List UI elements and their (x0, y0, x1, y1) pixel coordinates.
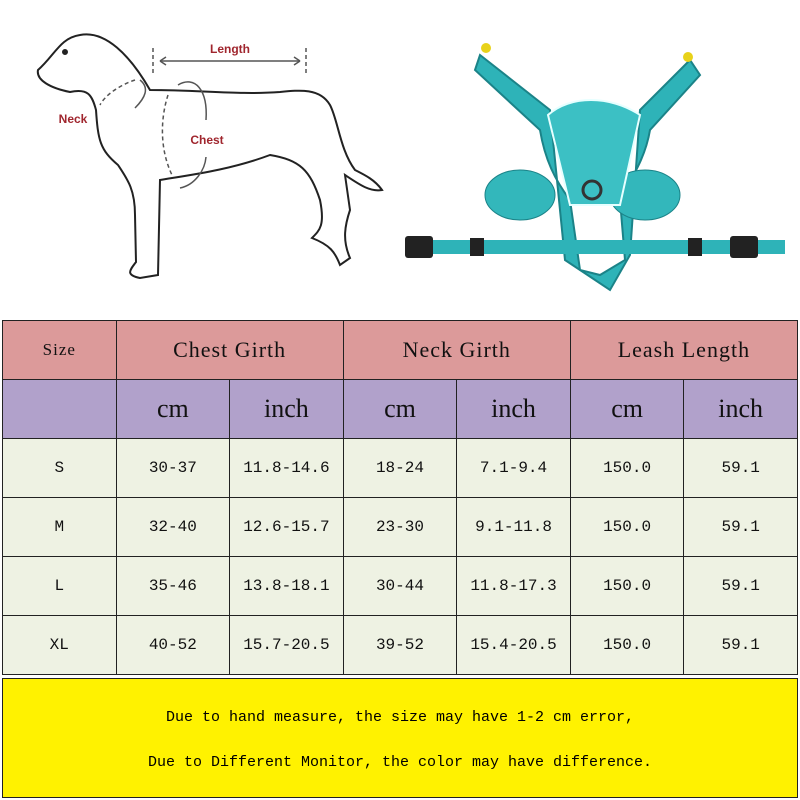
value-cell: 15.7-20.5 (229, 615, 344, 675)
value-cell: 11.8-14.6 (229, 438, 344, 498)
value-cell: 7.1-9.4 (456, 438, 571, 498)
value-cell: 150.0 (569, 556, 685, 616)
size-cell: S (2, 438, 117, 498)
unit-cell: cm (115, 379, 231, 439)
unit-cell: cm (342, 379, 458, 439)
header-size: Size (2, 320, 117, 380)
table-row: M 32-40 12.6-15.7 23-30 9.1-11.8 150.0 59.1 (2, 497, 798, 557)
unit-cell: inch (456, 379, 571, 439)
value-cell: 150.0 (569, 497, 685, 557)
header-chest-girth: Chest Girth (115, 320, 344, 380)
units-row: cm inch cm inch cm inch (2, 379, 798, 439)
value-cell: 39-52 (342, 615, 458, 675)
value-cell: 9.1-11.8 (456, 497, 571, 557)
value-cell: 18-24 (342, 438, 458, 498)
value-cell: 150.0 (569, 438, 685, 498)
value-cell: 35-46 (115, 556, 231, 616)
units-empty (2, 379, 117, 439)
value-cell: 30-37 (115, 438, 231, 498)
header-leash-length: Leash Length (569, 320, 799, 380)
value-cell: 12.6-15.7 (229, 497, 344, 557)
value-cell: 59.1 (683, 556, 798, 616)
harness-icon (405, 43, 785, 292)
size-cell: XL (2, 615, 117, 675)
size-cell: M (2, 497, 117, 557)
table-row: XL 40-52 15.7-20.5 39-52 15.4-20.5 150.0 59.1 (2, 615, 798, 675)
table-row: S 30-37 11.8-14.6 18-24 7.1-9.4 150.0 59.1 (2, 438, 798, 498)
header-row: Size Chest Girth Neck Girth Leash Length (2, 320, 799, 380)
unit-cell: cm (569, 379, 685, 439)
disclaimer-line-2: Due to Different Monitor, the color may … (147, 754, 653, 771)
value-cell: 40-52 (115, 615, 231, 675)
value-cell: 32-40 (115, 497, 231, 557)
value-cell: 59.1 (683, 497, 798, 557)
value-cell: 13.8-18.1 (229, 556, 344, 616)
size-table: Size Chest Girth Neck Girth Leash Length… (2, 320, 799, 675)
value-cell: 59.1 (683, 615, 798, 675)
length-label: Length (210, 42, 250, 56)
table-row: L 35-46 13.8-18.1 30-44 11.8-17.3 150.0 59.1 (2, 556, 798, 616)
header-neck-girth: Neck Girth (342, 320, 571, 380)
value-cell: 150.0 (569, 615, 685, 675)
unit-cell: inch (229, 379, 344, 439)
disclaimer-box: Due to hand measure, the size may have 1… (2, 678, 798, 798)
chest-label: Chest (190, 133, 223, 147)
illustration: Length Neck Chest (36, 33, 785, 292)
neck-label: Neck (59, 112, 88, 126)
value-cell: 11.8-17.3 (456, 556, 571, 616)
value-cell: 23-30 (342, 497, 458, 557)
disclaimer-line-1: Due to hand measure, the size may have 1… (165, 709, 635, 726)
dog-outline-icon (36, 33, 384, 280)
unit-cell: inch (683, 379, 798, 439)
value-cell: 30-44 (342, 556, 458, 616)
size-cell: L (2, 556, 117, 616)
value-cell: 59.1 (683, 438, 798, 498)
value-cell: 15.4-20.5 (456, 615, 571, 675)
